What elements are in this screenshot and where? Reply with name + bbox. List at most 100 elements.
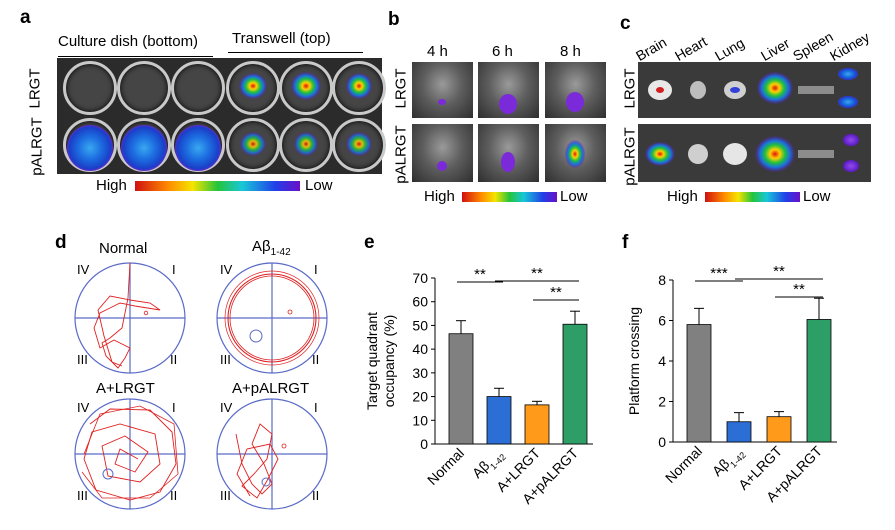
maze-title-abeta: Aβ1-42 bbox=[252, 238, 291, 258]
y-tick-label: 60 bbox=[412, 294, 428, 310]
bar bbox=[806, 319, 832, 443]
panel-b-time-4h: 4 h bbox=[427, 43, 448, 60]
organ-label-heart: Heart bbox=[672, 33, 710, 64]
maze-title-normal: Normal bbox=[99, 240, 148, 257]
panel-c-color-scale bbox=[705, 192, 800, 202]
bar bbox=[686, 324, 712, 443]
panel-a-color-scale bbox=[135, 181, 300, 191]
header-right-underline bbox=[228, 52, 363, 53]
panel-c-row-label-2: pALRGT bbox=[621, 127, 639, 186]
bar bbox=[524, 404, 550, 445]
well bbox=[117, 61, 171, 115]
maze-normal bbox=[74, 262, 186, 374]
y-tick-label: 2 bbox=[658, 394, 666, 410]
panel-a-scale-low: Low bbox=[305, 177, 333, 194]
well bbox=[63, 61, 117, 115]
organ-signal-overlay bbox=[645, 68, 859, 172]
panel-a-scale-high: High bbox=[96, 177, 127, 194]
panel-f-label: f bbox=[622, 232, 629, 253]
quadrant-label: I bbox=[314, 400, 318, 415]
panel-b-row-label-1: LRGT bbox=[392, 68, 410, 109]
y-tick-label: 0 bbox=[658, 434, 666, 450]
y-tick-label: 30 bbox=[412, 365, 428, 381]
y-tick-label: 6 bbox=[658, 313, 666, 329]
panel-a-header-left: Culture dish (bottom) bbox=[58, 33, 199, 50]
panel-d-label: d bbox=[55, 232, 67, 253]
y-axis-label: Target quadrant bbox=[364, 312, 380, 410]
quadrant-label: I bbox=[172, 400, 176, 415]
x-tick-label: Normal bbox=[662, 443, 705, 486]
y-tick-label: 50 bbox=[412, 317, 428, 333]
quadrant-label: IV bbox=[220, 400, 233, 415]
panel-b-time-6h: 6 h bbox=[492, 43, 513, 60]
y-axis-label: occupancy (%) bbox=[381, 315, 397, 408]
panel-e-label: e bbox=[364, 232, 375, 253]
bar bbox=[766, 416, 792, 443]
maze-a-lrgt bbox=[74, 398, 186, 510]
significance-label: ** bbox=[793, 281, 805, 298]
significance-label: *** bbox=[710, 265, 728, 282]
significance-label: ** bbox=[531, 265, 543, 282]
panel-b-time-8h: 8 h bbox=[560, 43, 581, 60]
panel-a-row-label-2: pALRGT bbox=[28, 117, 46, 176]
maze-abeta bbox=[216, 262, 328, 374]
quadrant-label: III bbox=[77, 488, 88, 503]
quadrant-label: I bbox=[172, 262, 176, 277]
y-tick-label: 4 bbox=[658, 353, 666, 369]
y-tick-label: 8 bbox=[658, 272, 666, 288]
maze-title-a-palrgt: A+pALRGT bbox=[232, 380, 310, 397]
quadrant-label: I bbox=[314, 262, 318, 277]
significance-label: ** bbox=[550, 284, 562, 301]
y-tick-label: 20 bbox=[412, 389, 428, 405]
maze-a-palrgt bbox=[216, 398, 328, 510]
morris-water-maze-tracks bbox=[74, 262, 328, 510]
organ-label-spleen: Spleen bbox=[790, 28, 836, 64]
well-plate-image bbox=[57, 58, 386, 174]
panel-a-row-label-1: LRGT bbox=[26, 68, 44, 109]
well bbox=[171, 61, 225, 115]
well bbox=[226, 118, 280, 172]
panel-b-row-label-2: pALRGT bbox=[392, 125, 410, 184]
quadrant-label: III bbox=[220, 488, 231, 503]
y-tick-label: 40 bbox=[412, 341, 428, 357]
quadrant-label: III bbox=[220, 352, 231, 367]
panel-b-scale-high: High bbox=[424, 188, 455, 205]
mouse-signal-overlay bbox=[437, 92, 585, 172]
quadrant-label: IV bbox=[77, 262, 90, 277]
quadrant-label: II bbox=[170, 488, 178, 503]
fluorescence-overlay bbox=[67, 72, 372, 171]
quadrant-label: III bbox=[77, 352, 88, 367]
bar bbox=[486, 396, 512, 445]
x-tick-label: Normal bbox=[424, 445, 467, 488]
panel-c-label: c bbox=[620, 13, 631, 34]
bar bbox=[726, 421, 752, 443]
y-axis-label: Platform crossing bbox=[626, 307, 642, 415]
maze-title-a-lrgt: A+LRGT bbox=[96, 380, 155, 397]
panel-c-scale-high: High bbox=[667, 188, 698, 205]
quadrant-label: II bbox=[312, 352, 320, 367]
organ-label-lung: Lung bbox=[712, 34, 747, 64]
panel-a-header-right: Transwell (top) bbox=[232, 30, 331, 47]
organ-label-brain: Brain bbox=[633, 33, 670, 64]
panel-b-label: b bbox=[388, 9, 400, 30]
panel-b-scale-low: Low bbox=[560, 188, 588, 205]
panel-a-label: a bbox=[20, 7, 31, 28]
quadrant-label: IV bbox=[77, 400, 90, 415]
panel-b-color-scale bbox=[462, 192, 557, 202]
mouse-image bbox=[412, 124, 473, 182]
quadrant-label: IV bbox=[220, 262, 233, 277]
y-tick-label: 10 bbox=[412, 412, 428, 428]
bar bbox=[562, 323, 588, 445]
mouse-image bbox=[412, 62, 473, 118]
bar bbox=[448, 333, 474, 445]
header-left-underline bbox=[58, 56, 213, 57]
y-tick-label: 0 bbox=[420, 436, 428, 452]
quadrant-label: II bbox=[170, 352, 178, 367]
significance-label: ** bbox=[474, 266, 486, 283]
y-tick-label: 70 bbox=[412, 270, 428, 286]
panel-c-scale-low: Low bbox=[803, 188, 831, 205]
organ-label-kidney: Kidney bbox=[827, 28, 873, 64]
chart-e: 0 10 20 30 40 50 60 70 Target quadrant occupancy … bbox=[364, 265, 593, 507]
organ-label-liver: Liver bbox=[758, 34, 793, 64]
